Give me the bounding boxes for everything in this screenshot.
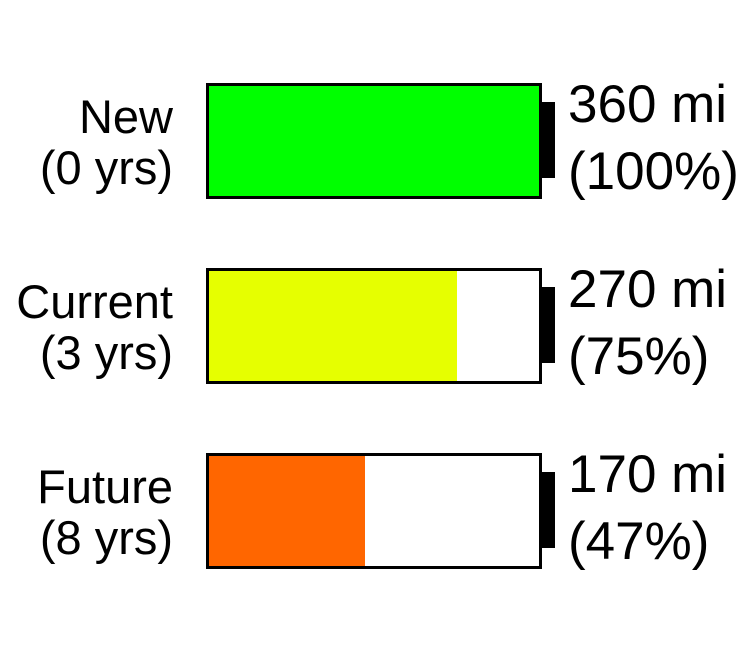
value-label: 360 mi (100%): [568, 71, 739, 205]
category-label: Future: [37, 460, 173, 513]
battery-terminal: [542, 472, 555, 548]
battery-row-future: Future (8 yrs) 170 mi (47%): [0, 445, 750, 571]
percent-value-label: (47%): [568, 512, 710, 571]
percent-value-label: (75%): [568, 327, 710, 386]
battery-row-current: Current (3 yrs) 270 mi (75%): [0, 260, 750, 386]
value-label: 270 mi (75%): [568, 256, 727, 390]
range-value-label: 170 mi: [568, 445, 728, 504]
range-value-label: 270 mi: [568, 260, 728, 319]
battery-row-new: New (0 yrs) 360 mi (100%): [0, 75, 750, 201]
battery-body: [206, 83, 542, 199]
age-label: (3 yrs): [39, 326, 173, 379]
category-label: Current: [16, 275, 173, 328]
value-label: 170 mi (47%): [568, 441, 727, 575]
row-label: Current (3 yrs): [16, 276, 173, 378]
range-value-label: 360 mi: [568, 75, 728, 134]
row-label: Future (8 yrs): [37, 461, 173, 563]
battery-fill-bar: [209, 86, 539, 196]
category-label: New: [78, 90, 173, 143]
battery-fill-bar: [209, 456, 365, 566]
battery-body: [206, 453, 542, 569]
battery-fill-bar: [209, 271, 457, 381]
battery-body: [206, 268, 542, 384]
battery-terminal: [542, 102, 555, 178]
percent-value-label: (100%): [568, 142, 739, 201]
battery-terminal: [542, 287, 555, 363]
age-label: (8 yrs): [39, 511, 173, 564]
row-label: New (0 yrs): [40, 91, 173, 193]
age-label: (0 yrs): [39, 141, 173, 194]
